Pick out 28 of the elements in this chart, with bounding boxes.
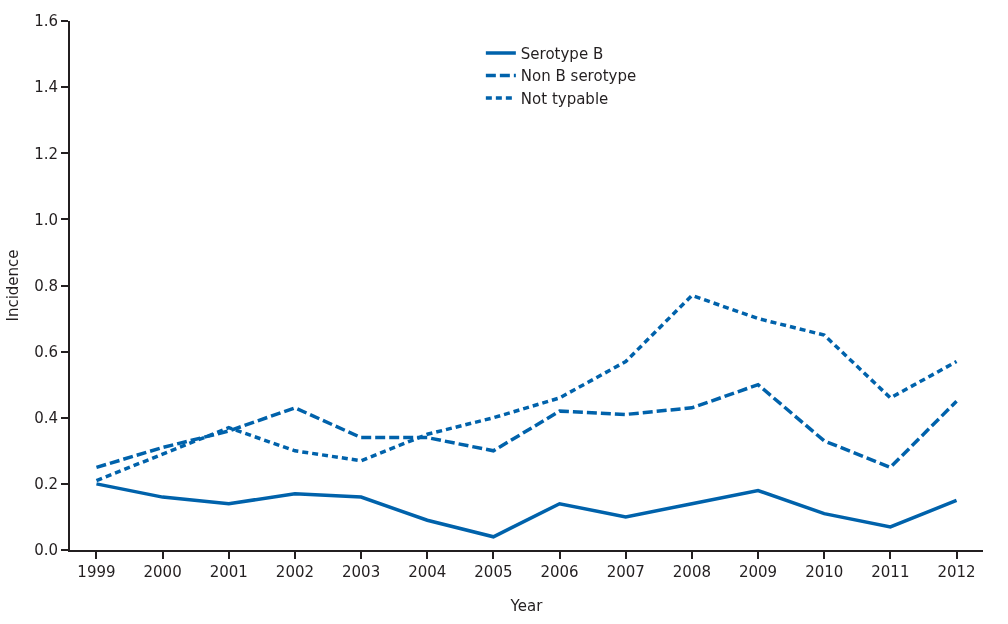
- y-tick-label: 1.6: [34, 12, 58, 31]
- x-tick-label: 2011: [871, 563, 910, 581]
- x-axis-title: Year: [509, 596, 544, 615]
- y-tick-label: 1.0: [34, 210, 58, 229]
- y-tick-label: 1.4: [34, 78, 58, 97]
- x-tick-label: 2000: [143, 563, 182, 581]
- y-tick-label: 0.0: [34, 541, 58, 560]
- legend-label: Serotype B: [520, 44, 604, 63]
- y-tick-label: 0.2: [34, 475, 58, 494]
- y-tick-label: 0.8: [34, 276, 58, 295]
- y-tick-label: 1.2: [34, 144, 58, 163]
- legend-label: Not typable: [520, 89, 609, 108]
- x-tick-label: 1999: [77, 563, 116, 581]
- x-tick-label: 2008: [672, 563, 711, 581]
- x-tick-label: 2007: [606, 563, 645, 581]
- x-tick-label: 2006: [540, 563, 579, 581]
- x-tick-label: 2003: [342, 563, 381, 581]
- x-tick-label: 2002: [275, 563, 315, 581]
- x-tick-label: 2001: [209, 563, 248, 581]
- x-tick-label: 2005: [474, 563, 513, 581]
- y-tick-label: 0.4: [34, 409, 58, 427]
- x-tick-label: 2010: [805, 563, 844, 581]
- y-tick-label: 0.6: [34, 342, 58, 361]
- x-tick-label: 2009: [738, 563, 778, 581]
- legend-label: Non B serotype: [520, 67, 637, 86]
- y-axis-title: Incidence: [3, 249, 22, 322]
- x-tick-label: 2012: [937, 563, 976, 581]
- x-tick-label: 2004: [408, 563, 447, 581]
